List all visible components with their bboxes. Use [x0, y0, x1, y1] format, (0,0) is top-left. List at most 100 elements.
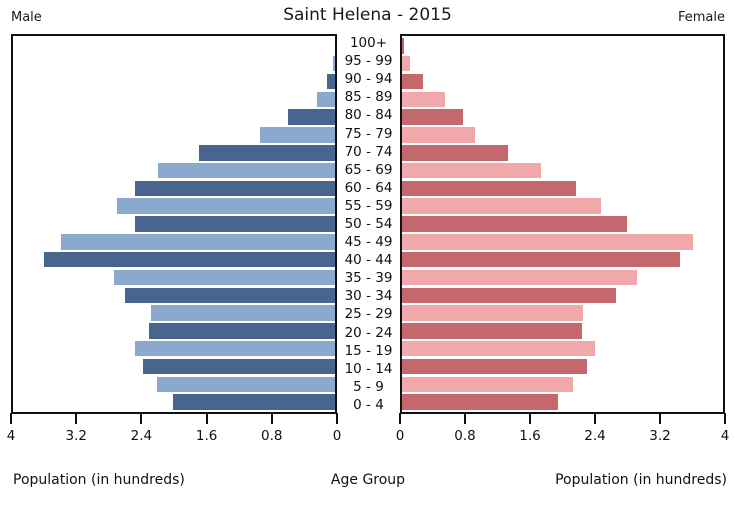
female-bar-15-19 [402, 340, 596, 357]
tick-label: 1.6 [195, 428, 218, 444]
male-bar-row [13, 162, 335, 180]
female-bar-row [402, 269, 723, 287]
male-side-label: Male [11, 10, 42, 25]
age-group-label: 40 - 44 [344, 252, 393, 269]
age-group-labels: 100+ 95 - 99 90 - 94 85 - 89 80 - 84 75 - 79 7… [337, 34, 400, 414]
tick-mark [270, 413, 273, 424]
female-bar-row [402, 144, 723, 162]
age-group-label: 85 - 89 [344, 89, 393, 106]
male-bar-row [13, 215, 335, 233]
tick-mark [140, 413, 143, 424]
male-bar-35-39 [113, 269, 335, 286]
age-group-label: 65 - 69 [344, 161, 393, 178]
tick-mark [75, 413, 78, 424]
tick-label: 0.8 [454, 428, 476, 444]
male-bar-20-24 [149, 323, 335, 339]
female-bar-row [402, 233, 723, 251]
age-group-label: 95 - 99 [344, 53, 393, 70]
male-bar-65-69 [157, 162, 335, 179]
age-group-label: 25 - 29 [344, 306, 393, 323]
female-bar-row [402, 197, 723, 215]
female-side-label: Female [677, 10, 725, 25]
male-x-axis-ticks: 4 3.2 2.4 1.6 0.8 0 [7, 413, 341, 444]
age-group-label: 50 - 54 [344, 215, 393, 232]
male-bar-row [13, 37, 335, 55]
female-bar-80-84 [402, 109, 463, 125]
chart-title: Saint Helena - 2015 [283, 5, 452, 25]
female-bar-row [402, 215, 723, 233]
age-group-label: 45 - 49 [344, 234, 393, 251]
age-group-label: 55 - 59 [344, 197, 393, 214]
male-bar-90-94 [326, 73, 335, 90]
female-bar-20-24 [402, 323, 582, 339]
female-bar-row [402, 304, 723, 322]
female-bar-40-44 [402, 251, 681, 268]
female-bar-50-54 [402, 216, 627, 232]
male-bar-row [13, 73, 335, 91]
female-bar-row [402, 375, 723, 393]
age-group-label: 35 - 39 [344, 270, 393, 287]
male-bar-row [13, 108, 335, 126]
female-bar-85-89 [402, 91, 445, 108]
female-bar-65-69 [402, 162, 541, 179]
female-bar-row [402, 286, 723, 304]
tick-mark [724, 413, 726, 424]
tick-label: 2.4 [130, 428, 153, 444]
tick-label: 2.4 [584, 428, 606, 444]
tick-label: 4 [6, 428, 16, 444]
female-bar-row [402, 162, 723, 180]
tick-mark [399, 413, 401, 424]
female-bar-row [402, 358, 723, 376]
female-bars-panel [400, 34, 725, 414]
male-bar-15-19 [134, 340, 335, 357]
male-bar-row [13, 197, 335, 215]
female-bar-10-14 [402, 358, 587, 375]
tick-label: 3.2 [65, 428, 87, 444]
male-bar-45-49 [60, 234, 335, 250]
female-x-axis-ticks: 0 0.8 1.6 2.4 3.2 4 [396, 413, 729, 444]
male-bar-row [13, 55, 335, 73]
tick-label: 0 [395, 428, 405, 444]
male-bar-5-9 [157, 376, 335, 393]
tick-label: 4 [720, 428, 730, 444]
male-bar-30-34 [124, 287, 335, 304]
age-group-axis-label: Age Group [330, 472, 406, 488]
male-bar-row [13, 233, 335, 251]
female-bar-70-74 [402, 145, 508, 161]
female-bar-row [402, 90, 723, 108]
male-bar-row [13, 144, 335, 162]
age-group-label: 60 - 64 [344, 179, 393, 196]
female-bar-row [402, 340, 723, 358]
male-bar-row [13, 358, 335, 376]
tick-mark [659, 413, 661, 424]
male-bar-0-4 [173, 394, 335, 410]
male-bar-95-99 [333, 55, 335, 72]
male-bar-60-64 [134, 180, 335, 197]
tick-mark [10, 413, 12, 424]
female-bar-100+ [402, 38, 404, 54]
tick-mark [205, 413, 208, 424]
male-bar-row [13, 304, 335, 322]
male-bar-row [13, 286, 335, 304]
female-bar-45-49 [402, 234, 693, 250]
tick-label: 3.2 [649, 428, 671, 444]
male-bar-50-54 [134, 216, 335, 232]
female-bar-30-34 [402, 287, 617, 304]
age-group-label: 70 - 74 [344, 143, 393, 160]
male-bar-row [13, 340, 335, 358]
age-group-label: 0 - 4 [353, 396, 384, 413]
male-bar-row [13, 375, 335, 393]
tick-label: 1.6 [519, 428, 541, 444]
male-bar-70-74 [198, 145, 335, 161]
male-bar-row [13, 322, 335, 340]
female-bar-35-39 [402, 269, 638, 286]
female-bar-5-9 [402, 376, 573, 393]
tick-label: 0 [332, 428, 342, 444]
tick-mark [529, 413, 531, 424]
male-bar-row [13, 180, 335, 198]
female-x-axis-label: Population (in hundreds) [555, 472, 727, 488]
female-bar-25-29 [402, 305, 583, 321]
male-bar-25-29 [150, 305, 335, 321]
male-bar-55-59 [116, 198, 335, 214]
female-bar-75-79 [402, 127, 476, 143]
